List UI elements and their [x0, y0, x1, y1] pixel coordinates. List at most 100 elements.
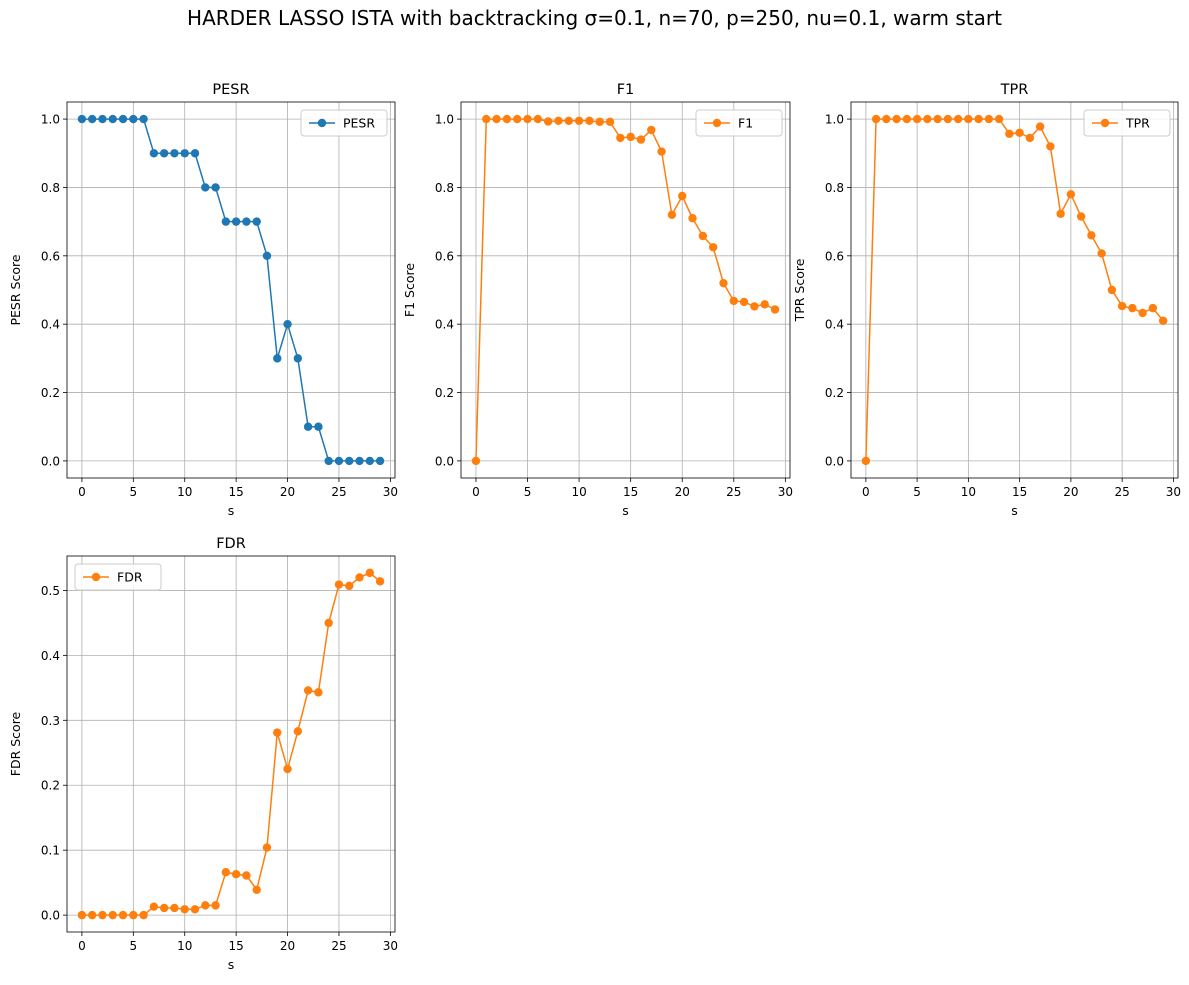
plot-frame [66, 555, 396, 933]
y-tick-label: 0.0 [825, 454, 844, 468]
y-tick-label: 1.0 [435, 113, 454, 127]
f1-subplot: 0 5 10 15 20 25 30 0.0 0.2 0.4 0.6 0.8 1.0 F1 s F1 Scor… [402, 82, 793, 518]
y-tick-label: 1.0 [825, 113, 844, 127]
data-point [139, 114, 148, 124]
legend-marker-swatch [712, 118, 722, 128]
y-tick-label: 0.8 [41, 181, 60, 195]
x-tick-label: 15 [1012, 485, 1027, 499]
data-point [98, 910, 107, 920]
data-point [708, 243, 718, 252]
x-axis-label: s [622, 503, 629, 518]
data-point [129, 910, 138, 920]
y-tick-label: 0.6 [435, 249, 454, 263]
data-point [994, 114, 1004, 124]
y-tick-label: 0.4 [435, 318, 454, 332]
data-point [355, 456, 364, 466]
data-point [98, 114, 107, 124]
data-point [1158, 316, 1168, 325]
data-point [211, 901, 220, 910]
x-axis-label: s [228, 503, 235, 518]
data-point [170, 149, 179, 158]
data-point [523, 114, 532, 124]
data-point [201, 901, 210, 910]
legend: F1 [695, 109, 783, 137]
x-tick-label: 30 [383, 485, 398, 499]
x-tick-label: 25 [726, 485, 741, 499]
y-tick-label: 0.8 [435, 181, 454, 195]
y-tick-label: 0.0 [41, 454, 60, 468]
x-tick-label: 5 [524, 485, 532, 499]
legend-box [300, 109, 388, 137]
data-point [739, 297, 749, 307]
legend: PESR [300, 109, 388, 137]
plot-frame [460, 101, 791, 479]
data-point [770, 305, 780, 314]
data-point [108, 114, 117, 124]
data-point [231, 870, 241, 879]
data-point [984, 114, 994, 124]
data-point [605, 117, 615, 127]
data-point [345, 456, 354, 466]
data-point [698, 231, 708, 241]
data-point [345, 581, 354, 591]
x-tick-label: 0 [472, 485, 480, 499]
data-point [729, 296, 738, 306]
data-point [882, 114, 891, 124]
y-tick-label: 0.3 [41, 714, 60, 728]
data-point [375, 577, 385, 586]
data-point [471, 456, 481, 466]
subplot-title: PESR [212, 82, 249, 98]
y-axis-label: F1 Score [402, 263, 417, 317]
legend-label: F1 [738, 116, 753, 131]
x-tick-label: 10 [177, 939, 192, 953]
x-tick-label: 20 [280, 485, 295, 499]
data-point [554, 116, 563, 126]
x-tick-label: 20 [675, 485, 690, 499]
data-point [252, 885, 261, 894]
data-point [492, 114, 501, 124]
data-point [139, 910, 148, 920]
data-point [1015, 128, 1024, 137]
data-point [502, 114, 512, 124]
data-point [616, 133, 625, 143]
data-point [1076, 212, 1086, 221]
data-point [211, 183, 220, 192]
data-point [912, 114, 922, 124]
data-point [533, 114, 543, 124]
data-point [273, 354, 282, 363]
data-point [118, 910, 128, 920]
data-point [1107, 285, 1117, 295]
data-point [159, 903, 169, 913]
legend-marker-swatch [1100, 118, 1110, 128]
data-point [902, 114, 912, 124]
x-axis-label: s [228, 957, 235, 972]
data-point [324, 456, 333, 466]
data-point [1035, 122, 1045, 131]
data-point [1097, 249, 1106, 258]
legend-box [74, 563, 162, 591]
data-point [1046, 142, 1055, 151]
data-point [626, 132, 635, 142]
data-point [129, 114, 138, 124]
legend-label: FDR [117, 570, 143, 585]
data-point [262, 843, 272, 852]
data-point [283, 764, 292, 774]
legend-label: PESR [343, 116, 375, 131]
data-point [636, 135, 646, 144]
y-tick-label: 0.2 [41, 779, 60, 793]
series-line-pesr [81, 118, 381, 462]
y-tick-label: 0.2 [825, 386, 844, 400]
data-point [1025, 133, 1035, 143]
y-tick-label: 0.4 [41, 318, 60, 332]
data-point [667, 210, 677, 219]
x-tick-label: 10 [961, 485, 976, 499]
x-tick-label: 30 [1166, 485, 1181, 499]
data-point [303, 422, 313, 431]
x-tick-label: 5 [129, 485, 137, 499]
x-tick-label: 0 [78, 939, 86, 953]
x-tick-label: 0 [862, 485, 870, 499]
x-tick-label: 20 [1063, 485, 1078, 499]
tpr-subplot: 0 5 10 15 20 25 30 0.0 0.2 0.4 0.6 0.8 1.0 TPR s TPR Sc… [792, 82, 1181, 518]
data-point [892, 114, 901, 124]
